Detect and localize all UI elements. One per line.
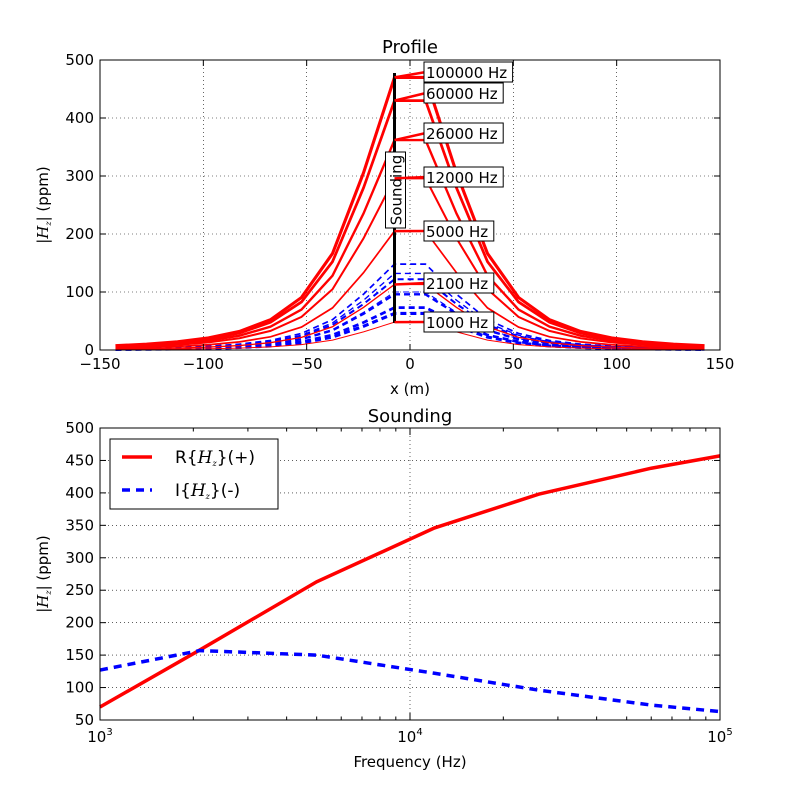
legend-prefix: R{: [175, 448, 198, 468]
y-tick-label: 150: [65, 646, 94, 664]
frequency-label: 26000 Hz: [426, 125, 498, 143]
x-tick-label: 104: [397, 727, 422, 746]
legend-math: H: [190, 481, 207, 501]
x-tick-base: 10: [707, 728, 726, 746]
x-tick-label: 50: [504, 355, 523, 373]
x-tick-label: 100: [602, 355, 631, 373]
frequency-label: 5000 Hz: [426, 223, 488, 241]
legend: R{Hz}(+)I{Hz}(-): [110, 439, 278, 509]
frequency-label: 100000 Hz: [426, 64, 507, 82]
x-tick-base: 10: [397, 728, 416, 746]
ylabel-suffix: | (ppm): [34, 166, 52, 221]
legend-prefix: I{: [175, 481, 191, 501]
y-tick-label: 500: [65, 419, 94, 437]
frequency-label: 1000 Hz: [426, 314, 488, 332]
x-tick-exponent: 3: [106, 727, 112, 738]
sounding-label: Sounding: [388, 155, 406, 225]
frequency-label: 2100 Hz: [426, 275, 488, 293]
x-tick-base: 10: [87, 728, 106, 746]
y-tick-label: 450: [65, 451, 94, 469]
legend-suffix: }(+): [217, 448, 255, 468]
y-tick-label: 300: [65, 549, 94, 567]
x-tick-label: 150: [706, 355, 735, 373]
imag-sounding-line: [100, 651, 720, 712]
y-tick-label: 300: [65, 167, 94, 185]
y-tick-label: 0: [84, 341, 94, 359]
y-tick-label: 400: [65, 109, 94, 127]
legend-suffix: }(-): [210, 481, 240, 501]
frequency-label: 60000 Hz: [426, 85, 498, 103]
real-profile-line: [116, 140, 705, 347]
y-tick-label: 50: [75, 711, 94, 729]
y-tick-label: 200: [65, 225, 94, 243]
sounding-y-label: |Hz| (ppm): [34, 535, 53, 613]
x-tick-exponent: 4: [416, 727, 422, 738]
ylabel-math: H: [34, 594, 52, 609]
profile-y-label: |Hz| (ppm): [34, 166, 53, 244]
frequency-label: 12000 Hz: [426, 169, 498, 187]
profile-title: Profile: [382, 37, 438, 58]
y-tick-label: 250: [65, 581, 94, 599]
profile-axes: Sounding 1000 Hz 2100 Hz 5000 Hz 12000 Hz 260…: [65, 37, 734, 398]
y-tick-label: 500: [65, 51, 94, 69]
x-tick-exponent: 5: [726, 727, 732, 738]
profile-x-label: x (m): [390, 380, 430, 398]
y-tick-label: 100: [65, 679, 94, 697]
sounding-label-box: Sounding: [386, 152, 406, 228]
frequency-label-leader: [395, 283, 427, 284]
x-tick-label: −50: [291, 355, 323, 373]
ylabel-math: H: [34, 225, 52, 240]
x-tick-label: 105: [707, 727, 732, 746]
x-tick-label: 103: [87, 727, 112, 746]
sounding-title: Sounding: [368, 406, 453, 427]
legend-math: H: [197, 448, 214, 468]
y-tick-label: 100: [65, 283, 94, 301]
real-profile-line: [116, 77, 705, 345]
y-tick-label: 350: [65, 516, 94, 534]
frequency-label-leader: [395, 177, 427, 178]
y-tick-label: 400: [65, 484, 94, 502]
sounding-x-label: Frequency (Hz): [353, 753, 466, 771]
ylabel-suffix: | (ppm): [34, 535, 52, 590]
x-tick-label: 0: [405, 355, 415, 373]
x-tick-label: −100: [183, 355, 224, 373]
y-tick-label: 200: [65, 614, 94, 632]
